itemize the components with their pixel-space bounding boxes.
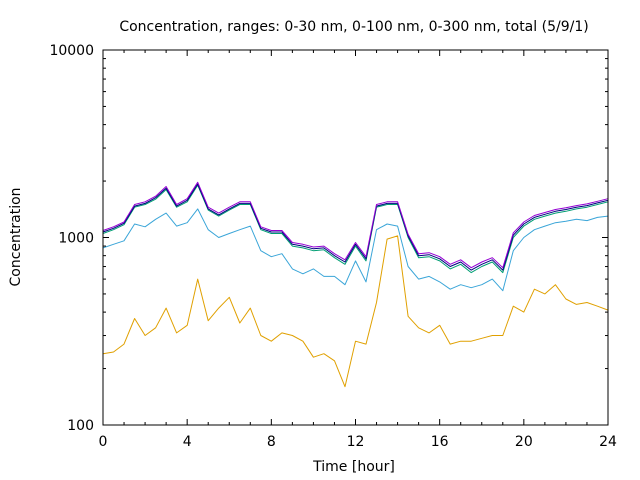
x-tick-label: 20	[515, 434, 533, 450]
y-axis-label: Concentration	[8, 187, 24, 286]
series-line-4	[102, 183, 609, 271]
y-tick-label: 10000	[49, 43, 94, 59]
x-tick-label: 24	[599, 434, 617, 450]
x-tick-label: 12	[347, 434, 365, 450]
x-axis-ticks: 0 4 8 12 16 20 24	[99, 50, 617, 450]
y-tick-label: 100	[67, 418, 94, 434]
y-axis-ticks: 100 1000 10000	[49, 43, 608, 434]
y-tick-label: 1000	[58, 231, 94, 247]
plot-frame	[102, 49, 609, 426]
x-tick-label: 0	[99, 434, 108, 450]
series-line-1	[102, 235, 609, 388]
series-line-3	[102, 184, 609, 274]
series-line-2	[102, 208, 609, 292]
x-tick-label: 4	[183, 434, 192, 450]
x-tick-label: 8	[267, 434, 276, 450]
x-axis-label: Time [hour]	[312, 459, 395, 475]
plot-lines	[102, 181, 609, 388]
series-line-5	[102, 181, 609, 269]
chart-title: Concentration, ranges: 0-30 nm, 0-100 nm…	[119, 19, 588, 35]
x-tick-label: 16	[431, 434, 449, 450]
